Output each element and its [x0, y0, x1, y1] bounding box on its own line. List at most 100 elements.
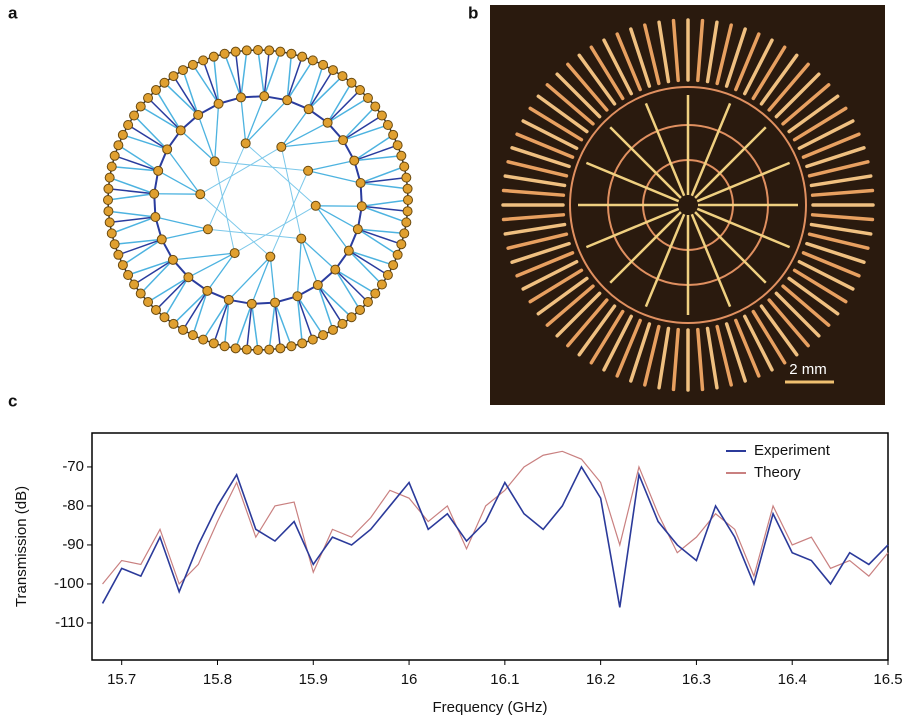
node	[265, 251, 276, 262]
node	[401, 217, 412, 228]
node	[259, 91, 270, 102]
edge	[286, 59, 314, 101]
edge	[357, 228, 399, 256]
resonator	[671, 327, 680, 392]
edge	[257, 49, 265, 97]
edge	[234, 205, 316, 254]
edge	[308, 69, 334, 110]
node	[123, 120, 134, 130]
resonator	[787, 276, 840, 316]
edge	[192, 64, 220, 105]
edge	[307, 170, 361, 184]
node	[109, 150, 120, 161]
edge	[213, 299, 230, 344]
edge	[251, 303, 259, 351]
node	[143, 92, 154, 103]
edge	[357, 228, 402, 245]
edge	[172, 75, 199, 116]
edge	[180, 129, 216, 162]
edge	[315, 205, 350, 252]
edge	[361, 199, 409, 207]
node	[208, 51, 219, 62]
resonator	[577, 304, 617, 357]
node	[392, 140, 403, 151]
resonator	[705, 326, 719, 390]
x-tick-label: 16.4	[778, 671, 807, 688]
resonator	[705, 20, 719, 84]
node	[402, 206, 413, 217]
node	[318, 330, 329, 341]
edge	[317, 284, 344, 325]
edge	[269, 170, 309, 257]
edge	[360, 165, 405, 184]
resonator	[759, 53, 799, 106]
edge	[353, 134, 394, 162]
edge	[342, 124, 389, 141]
node	[382, 270, 393, 280]
edge	[245, 95, 265, 144]
panel-label: a	[8, 3, 18, 22]
node	[235, 92, 246, 103]
node	[117, 129, 128, 140]
resonator	[696, 161, 791, 203]
node	[230, 46, 241, 57]
node	[153, 165, 164, 176]
node	[382, 120, 393, 130]
resonator	[515, 132, 575, 159]
edge	[133, 114, 168, 150]
resonator	[615, 318, 642, 378]
node	[168, 71, 179, 82]
node	[356, 201, 367, 212]
node	[113, 249, 124, 260]
node	[303, 104, 314, 115]
edge	[360, 176, 407, 184]
x-tick-label: 16.5	[873, 671, 902, 688]
node	[104, 217, 115, 228]
edge	[327, 89, 361, 124]
node	[328, 324, 338, 335]
edge	[296, 296, 303, 344]
node	[129, 279, 140, 290]
panel-label: b	[468, 3, 478, 22]
node	[103, 183, 114, 194]
resonator	[589, 309, 625, 365]
node	[209, 156, 220, 167]
edge	[155, 216, 209, 230]
edge	[108, 210, 156, 218]
resonator	[501, 213, 566, 222]
y-axis-label: Transmission (dB)	[13, 486, 30, 607]
resonator	[629, 27, 652, 88]
node	[135, 288, 146, 299]
edge	[296, 295, 314, 340]
node	[106, 228, 117, 239]
edge	[109, 216, 156, 224]
edge	[155, 89, 182, 131]
node	[388, 260, 399, 271]
edge	[157, 170, 201, 195]
edge	[206, 252, 236, 292]
node	[330, 264, 341, 275]
resonator	[521, 259, 579, 291]
edge	[286, 53, 293, 101]
resonator	[734, 318, 761, 378]
node	[370, 101, 381, 112]
resonator	[787, 94, 840, 134]
edge	[122, 238, 163, 266]
edge	[111, 165, 159, 172]
node	[129, 110, 140, 121]
edge	[334, 269, 361, 311]
resonator	[759, 304, 799, 357]
edge	[127, 259, 174, 276]
x-axis-label: Frequency (GHz)	[432, 699, 547, 716]
scale-bar-label: 2 mm	[789, 361, 827, 378]
resonator	[774, 72, 821, 119]
resonator	[589, 45, 625, 101]
resonator	[506, 160, 569, 178]
resonator	[566, 62, 609, 112]
resonator	[657, 20, 671, 84]
edge	[245, 142, 317, 207]
node	[276, 141, 287, 152]
node	[198, 55, 209, 66]
node	[403, 195, 413, 205]
node	[346, 77, 357, 88]
